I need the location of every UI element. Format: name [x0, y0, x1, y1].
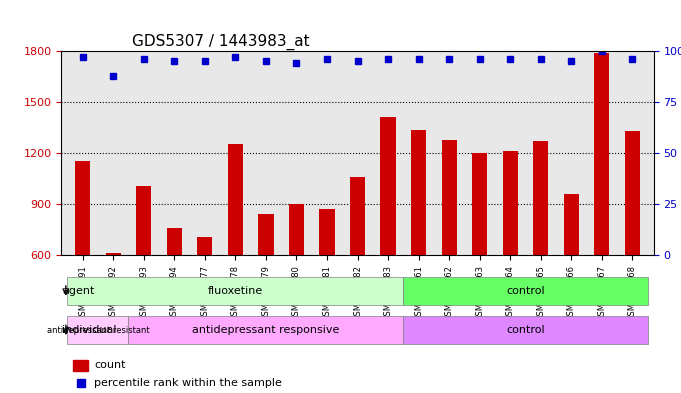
Bar [411, 130, 426, 358]
Bar [381, 117, 396, 358]
Text: individual: individual [62, 325, 116, 335]
Bar [624, 131, 640, 358]
Bar [319, 209, 334, 358]
Bar [350, 177, 365, 358]
Bar [136, 185, 151, 358]
Bar [472, 153, 488, 358]
Text: percentile rank within the sample: percentile rank within the sample [94, 378, 282, 388]
Text: fluoxetine: fluoxetine [208, 286, 263, 296]
Bar [75, 161, 91, 358]
Text: GDS5307 / 1443983_at: GDS5307 / 1443983_at [132, 33, 310, 50]
Bar [533, 141, 548, 358]
Bar [441, 140, 457, 358]
Bar [106, 253, 121, 358]
FancyBboxPatch shape [403, 316, 648, 344]
FancyBboxPatch shape [67, 277, 403, 305]
Text: count: count [94, 360, 125, 371]
Bar [595, 53, 609, 358]
Bar [73, 360, 88, 371]
Text: antidepressant resistant: antidepressant resistant [46, 326, 149, 334]
Bar [564, 194, 579, 358]
Text: agent: agent [62, 286, 94, 296]
Bar [503, 151, 518, 358]
FancyBboxPatch shape [403, 277, 648, 305]
FancyBboxPatch shape [129, 316, 403, 344]
FancyBboxPatch shape [67, 316, 129, 344]
Text: control: control [506, 286, 545, 296]
Bar [258, 214, 274, 358]
Bar [167, 228, 182, 358]
Bar [197, 237, 212, 358]
Text: antidepressant responsive: antidepressant responsive [192, 325, 340, 335]
Bar [227, 144, 243, 358]
Bar [289, 204, 304, 358]
Text: control: control [506, 325, 545, 335]
